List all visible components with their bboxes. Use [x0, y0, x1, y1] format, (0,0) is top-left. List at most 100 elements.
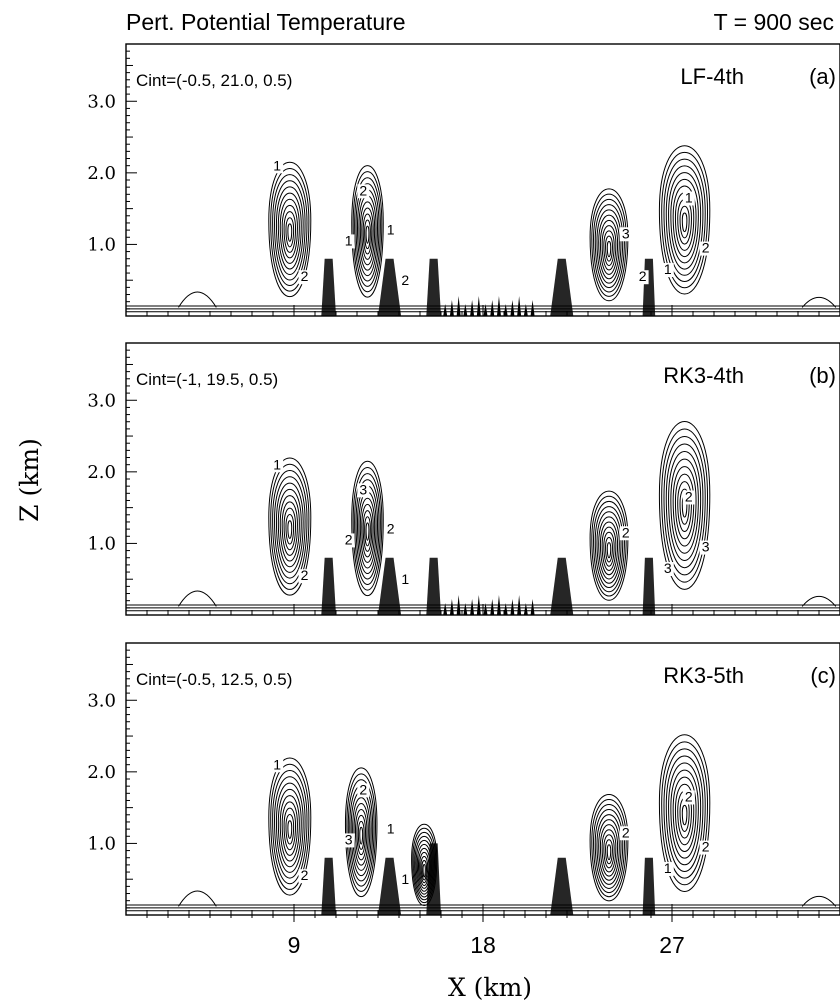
contour-label-bg: [342, 533, 355, 548]
contour-label: 2: [702, 839, 710, 855]
contour-label: 1: [345, 232, 353, 248]
contour-label-bg: [357, 184, 370, 199]
thermal-2-contour: [352, 466, 383, 591]
thermal-2-contour: [362, 213, 373, 255]
noise-spike: [443, 304, 448, 316]
noise-spike: [503, 304, 508, 316]
noise-spike: [456, 595, 461, 615]
panel-tag: (a): [809, 64, 836, 89]
y-tick-label: 2.0: [87, 163, 116, 184]
contour-label-bg: [661, 862, 674, 877]
contour-label: 1: [664, 261, 672, 277]
panel-tag: (b): [809, 363, 836, 388]
y-tick-label: 1.0: [87, 533, 116, 554]
noise-spike: [476, 595, 481, 615]
thermal-4-contour: [596, 814, 622, 885]
thermal-1-contour: [274, 776, 306, 879]
thermal-3-contour: [599, 521, 619, 576]
left-bump-contour: [178, 291, 217, 308]
contour-label-bg: [298, 270, 311, 285]
contour-label-bg: [661, 263, 674, 278]
thermal-3-contour: [598, 516, 620, 580]
contour-label-bg: [399, 572, 412, 587]
contour-field: [126, 145, 840, 316]
thermal-2-contour: [351, 460, 384, 597]
contour-label-bg: [271, 458, 284, 473]
dense-front: [550, 857, 574, 915]
dense-front: [321, 258, 336, 316]
contour-label-bg: [342, 833, 355, 848]
thermal-4-contour: [594, 809, 624, 889]
thermal-1-contour: [274, 180, 306, 281]
thermal-3-contour: [603, 531, 615, 567]
contour-label-bg: [661, 562, 674, 577]
contour-field: [126, 734, 840, 915]
contour-label: 1: [685, 189, 693, 205]
cint-label: Cint=(-0.5, 21.0, 0.5): [136, 71, 292, 90]
contour-label-bg: [619, 227, 632, 242]
contour-label-bg: [357, 483, 370, 498]
time-label: T = 900 sec: [714, 9, 834, 35]
thermal-1-contour: [270, 167, 310, 292]
contour-label-bg: [384, 223, 397, 238]
thermal-1-contour: [287, 820, 293, 839]
thermal-1-contour: [285, 217, 295, 248]
contour-label: 2: [622, 524, 630, 540]
thermal-2-contour: [346, 773, 377, 892]
thermal-5-contour: [670, 769, 699, 859]
panel-2: 1.0 2.0 3.0 1 2 2 3 2 1 2 2 3 3 Cint=(-1, 19.5, 0.5) R…: [87, 342, 840, 616]
contour-label-bg: [384, 822, 397, 837]
panel-tag: (c): [810, 663, 836, 688]
cint-label: Cint=(-0.5, 12.5, 0.5): [136, 670, 292, 689]
contour-label: 1: [401, 571, 409, 587]
thermal-5-contour: [681, 804, 688, 826]
thermal-2-contour: [354, 473, 381, 586]
right-bump-contour: [801, 595, 837, 607]
thermal-1-contour: [283, 211, 297, 253]
thermal-4-contour: [601, 829, 617, 873]
dense-front: [426, 557, 441, 615]
contour-label: 3: [622, 225, 630, 241]
left-bump-contour: [178, 890, 217, 907]
thermal-4-contour: [670, 178, 699, 264]
thermal-4-contour: [589, 794, 629, 902]
noise-spike: [517, 595, 522, 615]
left-bump-contour: [178, 590, 217, 607]
panel-label: RK3-4th: [663, 363, 744, 388]
thermal-1-contour: [277, 489, 302, 568]
thermal-4-contour: [672, 466, 697, 547]
right-bump-contour: [801, 895, 837, 907]
contour-label: 1: [273, 157, 281, 173]
contour-label-bg: [619, 826, 632, 841]
noise-spike: [530, 300, 535, 316]
noise-spike: [496, 595, 501, 615]
contour-label-bg: [298, 569, 311, 584]
contour-label: 2: [685, 488, 693, 504]
x-tick-label: 18: [470, 932, 496, 958]
thermal-5-contour: [665, 755, 704, 872]
thermal-2-contour: [353, 803, 369, 866]
thermal-1-contour: [281, 501, 298, 556]
noise-spike: [490, 300, 495, 316]
thermal-2-contour: [351, 165, 384, 298]
thermal-3-contour: [598, 214, 620, 279]
contour-label: 2: [301, 567, 309, 583]
noise-spike: [470, 300, 475, 316]
contour-label-bg: [271, 159, 284, 174]
thermal-2-contour: [356, 814, 366, 855]
thermal-5-contour: [679, 797, 690, 832]
cint-label: Cint=(-1, 19.5, 0.5): [136, 370, 278, 389]
thermal-4-contour: [593, 804, 625, 893]
thermal-1-contour: [272, 470, 308, 584]
thermal-5-contour: [663, 748, 706, 879]
right-bump-contour: [801, 296, 837, 308]
panels: 1.0 2.0 3.0 1 2 1 2 1 2 3 1 1 2 2 Cint=(-0.5, 21.0, 0.…: [87, 43, 840, 958]
thermal-3-contour: [606, 542, 612, 559]
contour-label: 3: [702, 539, 710, 555]
noise-spike: [510, 599, 515, 615]
contour-label: 2: [301, 867, 309, 883]
dense-front: [426, 258, 441, 316]
y-axis-label: Z (km): [15, 438, 44, 522]
thermal-4-contour: [599, 824, 619, 877]
